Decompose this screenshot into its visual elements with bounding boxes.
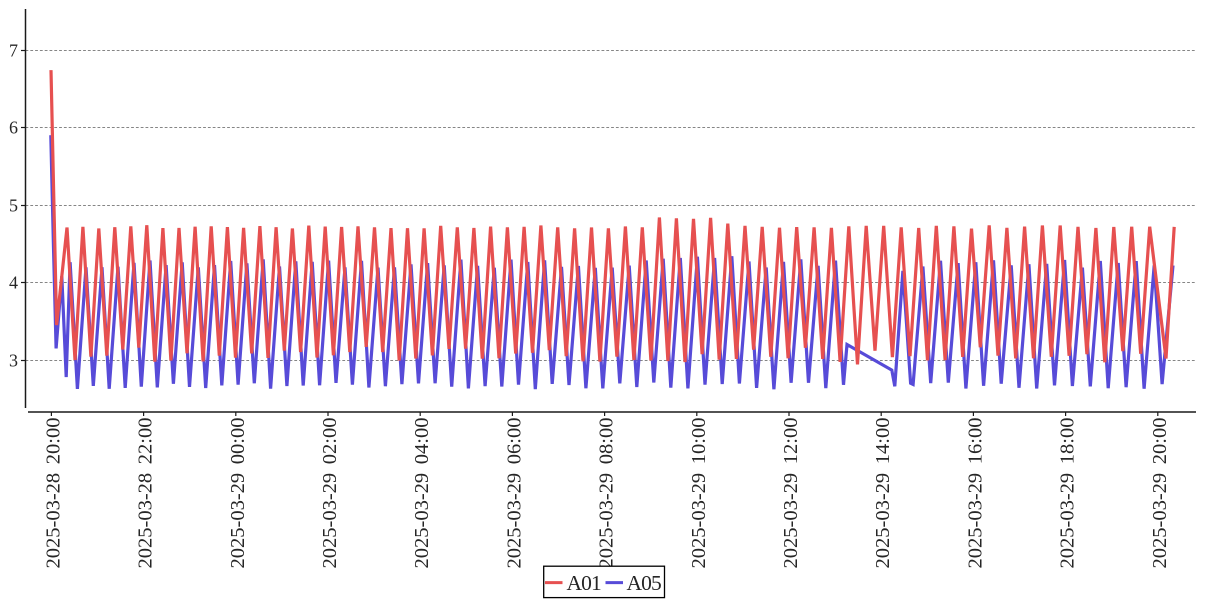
svg-text:2025-03-29 14:00: 2025-03-29 14:00 (872, 417, 894, 568)
svg-text:A01: A01 (567, 571, 601, 595)
svg-text:3: 3 (9, 351, 18, 371)
svg-text:2025-03-29 06:00: 2025-03-29 06:00 (503, 418, 525, 569)
svg-text:2025-03-29 02:00: 2025-03-29 02:00 (319, 418, 341, 569)
svg-text:2025-03-29 08:00: 2025-03-29 08:00 (596, 418, 618, 569)
svg-text:2025-03-29 18:00: 2025-03-29 18:00 (1057, 418, 1079, 569)
svg-text:2025-03-29 16:00: 2025-03-29 16:00 (964, 418, 986, 569)
svg-text:2025-03-29 10:00: 2025-03-29 10:00 (688, 418, 710, 569)
svg-text:7: 7 (9, 41, 18, 61)
svg-text:2025-03-28 22:00: 2025-03-28 22:00 (135, 418, 157, 569)
svg-text:2025-03-29 04:00: 2025-03-29 04:00 (411, 418, 433, 569)
svg-text:2025-03-29 00:00: 2025-03-29 00:00 (227, 418, 249, 569)
svg-text:5: 5 (9, 196, 18, 216)
svg-text:6: 6 (9, 118, 18, 138)
svg-text:A05: A05 (627, 571, 661, 595)
svg-text:2025-03-29 20:00: 2025-03-29 20:00 (1149, 418, 1171, 569)
svg-text:2025-03-28 20:00: 2025-03-28 20:00 (42, 418, 64, 569)
svg-text:2025-03-29 12:00: 2025-03-29 12:00 (780, 418, 802, 569)
svg-text:4: 4 (9, 273, 18, 293)
